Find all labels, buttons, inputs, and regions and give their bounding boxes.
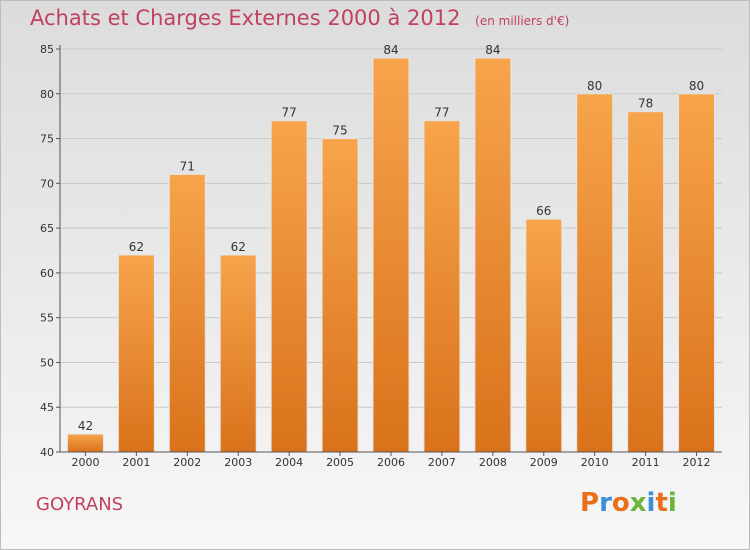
logo-letter: P [580, 488, 600, 518]
bar-2002 [168, 173, 206, 453]
bar-2003 [219, 254, 257, 453]
y-tick-label: 85 [40, 43, 54, 56]
x-tick-label: 2012 [683, 456, 711, 469]
bar-2009 [525, 218, 563, 453]
y-tick-label: 65 [40, 222, 54, 235]
y-tick-label: 55 [40, 312, 54, 325]
data-label-2011: 78 [638, 97, 653, 111]
data-label-2002: 71 [180, 159, 195, 173]
x-tick-label: 2003 [224, 456, 252, 469]
y-tick-label: 70 [40, 177, 54, 190]
y-tick-label: 40 [40, 446, 54, 459]
y-tick-label: 60 [40, 267, 54, 280]
logo-letter: r [599, 488, 612, 518]
data-label-2012: 80 [689, 79, 704, 93]
chart-title-text: Achats et Charges Externes 2000 à 2012 [30, 6, 461, 30]
bar-2012 [678, 93, 716, 453]
data-label-2003: 62 [231, 240, 246, 254]
data-label-2005: 75 [332, 124, 347, 138]
data-label-2010: 80 [587, 79, 602, 93]
bar-2001 [117, 254, 155, 453]
bar-2000 [66, 433, 104, 453]
bar-2004 [270, 120, 308, 453]
y-axis: 40 45 50 55 60 65 70 75 80 85 [40, 43, 61, 459]
bars: 42 62 71 62 77 75 84 77 84 66 80 78 80 [66, 43, 716, 453]
data-label-2004: 77 [282, 106, 297, 120]
x-tick-label: 2000 [71, 456, 99, 469]
chart-subtitle: (en milliers d'€) [475, 14, 570, 28]
data-label-2007: 77 [434, 106, 449, 120]
x-tick-label: 2008 [479, 456, 507, 469]
y-tick-label: 75 [40, 133, 54, 146]
x-tick-label: 2005 [326, 456, 354, 469]
bar-2007 [423, 120, 461, 453]
data-label-2000: 42 [78, 419, 93, 433]
x-tick-label: 2010 [581, 456, 609, 469]
bar-2011 [627, 111, 665, 453]
commune-name: GOYRANS [36, 494, 124, 515]
logo-letter: x [629, 488, 647, 518]
logo-letter: t [655, 488, 668, 518]
logo-letter: i [646, 488, 656, 518]
bar-2010 [576, 93, 614, 453]
bar-2005 [321, 138, 359, 453]
x-tick-label: 2004 [275, 456, 303, 469]
logo-letter: o [611, 488, 630, 518]
bar-2006 [372, 57, 410, 453]
x-tick-label: 2001 [122, 456, 150, 469]
x-tick-label: 2009 [530, 456, 558, 469]
x-tick-label: 2002 [173, 456, 201, 469]
data-label-2001: 62 [129, 240, 144, 254]
data-label-2008: 84 [485, 43, 500, 57]
data-label-2009: 66 [536, 204, 551, 218]
y-tick-label: 45 [40, 401, 54, 414]
y-tick-label: 80 [40, 88, 54, 101]
logo-letter: i [667, 488, 677, 518]
data-label-2006: 84 [383, 43, 398, 57]
x-tick-label: 2011 [632, 456, 660, 469]
proxiti-logo: Proxiti [580, 488, 677, 518]
y-tick-label: 50 [40, 356, 54, 369]
x-tick-label: 2007 [428, 456, 456, 469]
chart-title: Achats et Charges Externes 2000 à 2012 (… [30, 6, 569, 30]
x-axis: 2000 2001 2002 2003 2004 2005 2006 2007 2008 2009… [60, 451, 722, 469]
bar-2008 [474, 57, 512, 453]
x-tick-label: 2006 [377, 456, 405, 469]
